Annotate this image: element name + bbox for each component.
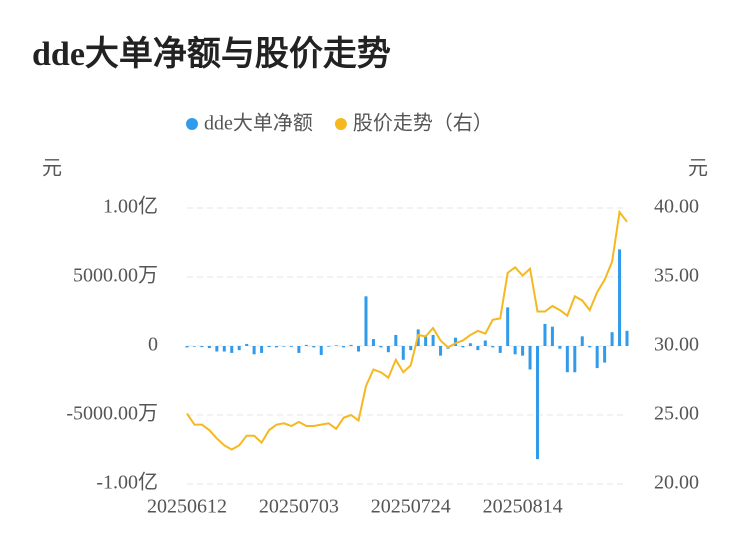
bar	[580, 336, 584, 346]
legend-marker	[334, 118, 347, 130]
bar	[334, 345, 338, 346]
bar	[237, 346, 241, 351]
bar	[476, 346, 480, 351]
bar	[371, 339, 375, 346]
bar	[483, 340, 487, 346]
bar	[573, 346, 577, 373]
bar	[550, 326, 554, 346]
bar	[230, 346, 234, 353]
bar	[185, 346, 189, 348]
y2-tick-label: 35.00	[654, 265, 699, 287]
chart-title: dde大单净额与股价走势	[32, 35, 391, 73]
bar	[498, 346, 502, 353]
bar	[536, 346, 540, 460]
bar	[409, 346, 413, 351]
x-tick-label: 20250814	[483, 496, 563, 518]
bar	[357, 346, 361, 352]
bar	[558, 346, 562, 349]
bar	[304, 344, 308, 346]
bar	[625, 330, 629, 346]
bar	[215, 346, 219, 352]
y-tick-label: 0	[148, 334, 158, 356]
y-tick-label: -5000.00万	[66, 403, 158, 425]
bar	[319, 346, 323, 355]
bar	[260, 346, 264, 353]
bar	[595, 346, 599, 369]
bar	[349, 344, 353, 346]
bar	[543, 323, 547, 346]
bar	[386, 346, 390, 353]
bar	[207, 346, 211, 349]
bar	[603, 346, 607, 363]
bar	[401, 346, 405, 360]
bar	[297, 346, 301, 353]
bar	[521, 346, 525, 356]
y-tick-label: 1.00亿	[103, 195, 158, 218]
x-tick-label: 20250703	[259, 496, 339, 518]
x-tick-label: 20250724	[371, 496, 451, 518]
bar	[528, 346, 532, 370]
x-tick-label: 20250612	[147, 496, 227, 518]
bar	[468, 343, 472, 346]
bar	[394, 334, 398, 346]
y2-tick-label: 25.00	[654, 403, 699, 425]
bar	[453, 337, 457, 346]
legend-marker	[186, 118, 198, 130]
y-tick-label: 5000.00万	[73, 265, 158, 287]
bar	[491, 346, 495, 348]
bar	[342, 346, 346, 348]
bar	[192, 346, 196, 347]
bar	[424, 336, 428, 346]
bar	[506, 307, 510, 346]
bar	[461, 346, 465, 348]
y2-tick-label: 40.00	[654, 196, 699, 218]
bar	[565, 346, 569, 373]
bar	[610, 332, 614, 346]
bar	[274, 346, 278, 348]
bar	[282, 346, 286, 347]
y2-tick-label: 20.00	[654, 472, 699, 494]
bar	[439, 346, 443, 356]
bar	[513, 346, 517, 355]
legend-label: dde大单净额	[204, 112, 313, 135]
bar	[379, 346, 383, 348]
y2-tick-label: 30.00	[654, 334, 699, 356]
bar	[222, 346, 226, 352]
price-line	[186, 209, 628, 451]
bar	[431, 334, 435, 346]
bar	[289, 346, 293, 347]
bar	[588, 346, 592, 348]
legend-label: 股价走势（右）	[353, 112, 493, 135]
bar	[327, 346, 331, 347]
bar	[252, 346, 256, 355]
bar	[618, 249, 622, 346]
bar	[200, 346, 204, 348]
bar	[312, 346, 316, 348]
y-axis-unit: 元	[42, 158, 62, 180]
bar	[364, 296, 368, 346]
y2-axis-unit: 元	[688, 158, 708, 180]
bar	[245, 343, 249, 346]
y-tick-label: -1.00亿	[96, 471, 158, 494]
bar	[267, 346, 271, 348]
